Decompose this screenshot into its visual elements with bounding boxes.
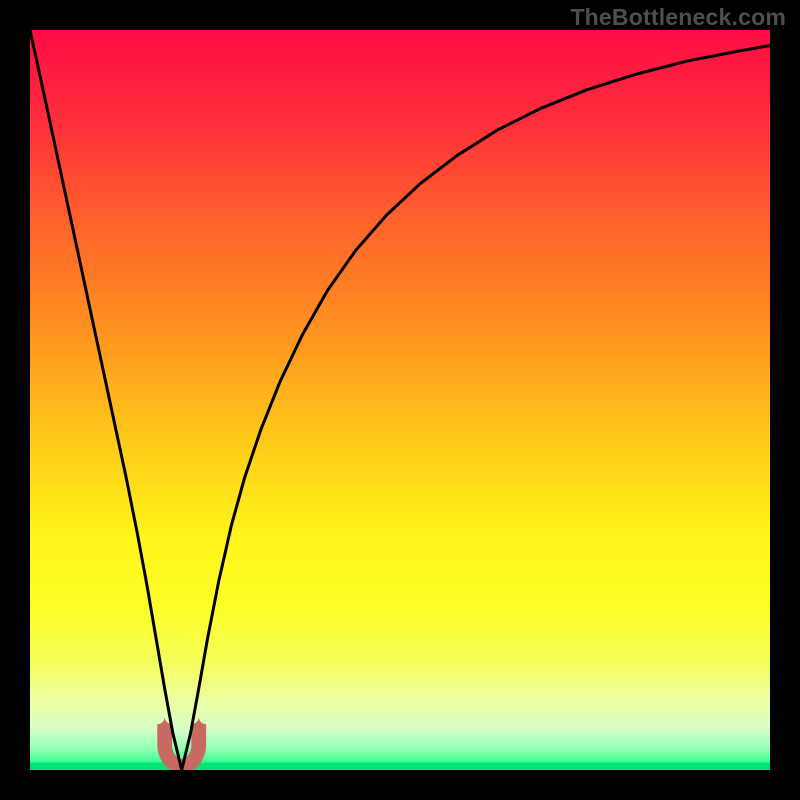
bottleneck-curve (30, 30, 770, 770)
watermark-text: TheBottleneck.com (570, 4, 786, 31)
chart-area (30, 30, 770, 770)
bottleneck-curve-svg (30, 30, 770, 770)
bottom-band (30, 763, 770, 770)
trough-nub (157, 717, 206, 770)
